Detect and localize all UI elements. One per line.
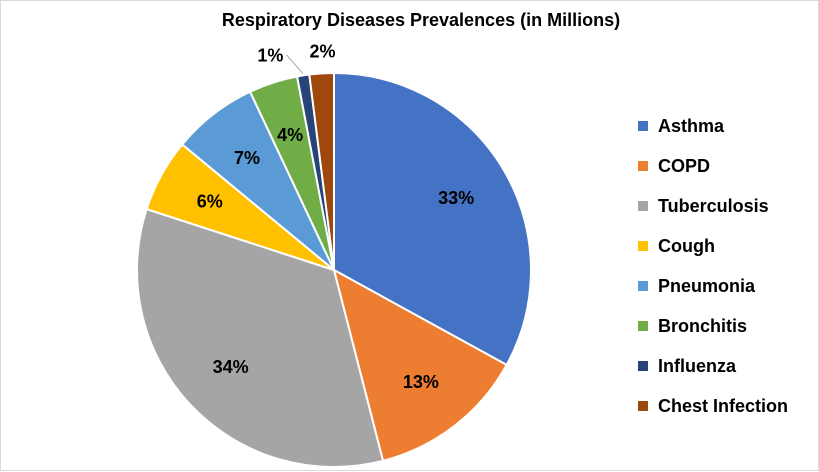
data-label-cough: 6% [197, 192, 223, 212]
pie-slice-copd [332, 268, 508, 463]
data-label-asthma: 33% [438, 188, 474, 208]
legend-item-cough: Cough [638, 226, 788, 266]
pie-slice-chest-infection [308, 71, 335, 271]
legend-item-bronchitis: Bronchitis [638, 306, 788, 346]
legend-swatch [638, 201, 648, 211]
legend-label: Pneumonia [658, 275, 756, 296]
legend-item-copd: COPD [638, 146, 788, 186]
legend-item-pneumonia: Pneumonia [638, 266, 788, 306]
legend-swatch [638, 121, 648, 131]
legend-label: Chest Infection [658, 395, 789, 416]
legend-label: Cough [658, 235, 715, 256]
data-label-chest-infection: 2% [309, 41, 335, 61]
pie-slice-tuberculosis [136, 207, 385, 468]
legend-swatch [638, 321, 648, 331]
legend: Asthma COPD Tuberculosis Cough Pneumonia Bron… [638, 106, 788, 426]
data-label-bronchitis: 4% [277, 125, 303, 145]
legend-swatch [638, 281, 648, 291]
legend-swatch [638, 361, 648, 371]
data-label-influenza: 1% [257, 46, 283, 66]
data-label-copd: 13% [403, 372, 439, 392]
legend-label: Asthma [658, 115, 725, 136]
legend-item-chest-infection: Chest Infection [638, 386, 788, 426]
legend-swatch [638, 401, 648, 411]
legend-swatch [638, 161, 648, 171]
legend-label: Tuberculosis [658, 195, 769, 216]
legend-label: Bronchitis [658, 315, 748, 336]
leader-line [285, 54, 304, 74]
legend-label: COPD [658, 155, 711, 176]
legend-label: Influenza [658, 355, 737, 376]
chart-title: Respiratory Diseases Prevalences (in Mil… [221, 10, 621, 30]
data-label-pneumonia: 7% [234, 148, 260, 168]
pie-slice-asthma [333, 71, 532, 367]
legend-item-tuberculosis: Tuberculosis [638, 186, 788, 226]
legend-item-asthma: Asthma [638, 106, 788, 146]
data-label-tuberculosis: 34% [213, 357, 249, 377]
legend-item-influenza: Influenza [638, 346, 788, 386]
legend-swatch [638, 241, 648, 251]
